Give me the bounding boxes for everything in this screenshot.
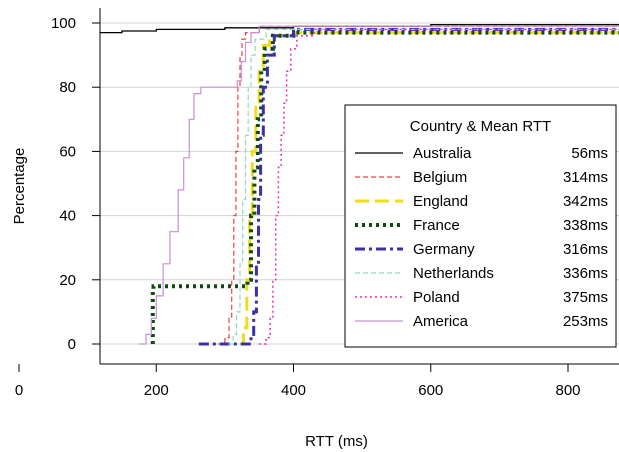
legend-title: Country & Mean RTT	[410, 118, 551, 135]
legend-series-name: Poland	[413, 289, 460, 306]
axes	[99, 8, 619, 365]
series-line-poland	[259, 28, 619, 345]
legend-entry-england: England 342ms	[355, 193, 608, 210]
legend-entry-germany: Germany 316ms	[355, 241, 608, 258]
legend-series-name: England	[413, 193, 468, 210]
legend: Country & Mean RTT Australia 56ms Belgium 3…	[344, 104, 617, 348]
y-tick-label: 0	[68, 336, 76, 353]
x-tick-label: 0	[15, 382, 23, 399]
series-line-germany	[198, 27, 619, 346]
legend-series-name: America	[413, 313, 469, 330]
legend-mean-rtt: 338ms	[563, 217, 608, 234]
x-tick-label: 400	[281, 382, 306, 399]
ticks: 0 200 400 600 800 0 20 40 60 80 100	[15, 15, 581, 399]
series-line-france	[150, 30, 619, 344]
x-axis-title: RTT (ms)	[305, 433, 368, 450]
y-tick-label: 20	[59, 272, 76, 289]
x-tick-label: 200	[144, 382, 169, 399]
legend-mean-rtt: 375ms	[563, 289, 608, 306]
legend-series-name: Australia	[413, 145, 472, 162]
legend-mean-rtt: 314ms	[563, 169, 608, 186]
legend-mean-rtt: 342ms	[563, 193, 608, 210]
legend-entry-australia: Australia 56ms	[355, 145, 608, 162]
x-tick-label: 600	[418, 382, 443, 399]
legend-series-name: Netherlands	[413, 265, 494, 282]
y-tick-label: 60	[59, 143, 76, 160]
legend-entry-france: France 338ms	[355, 217, 608, 234]
y-tick-label: 80	[59, 79, 76, 96]
y-tick-label: 100	[51, 15, 76, 32]
legend-entry-america: America 253ms	[355, 313, 608, 330]
y-axis-title: Percentage	[11, 148, 28, 225]
legend-entry-poland: Poland 375ms	[355, 289, 608, 306]
legend-mean-rtt: 336ms	[563, 265, 608, 282]
legend-entry-netherlands: Netherlands 336ms	[355, 265, 608, 282]
series-lines	[100, 23, 619, 346]
legend-series-name: Germany	[413, 241, 475, 258]
legend-entry-belgium: Belgium 314ms	[355, 169, 608, 186]
legend-mean-rtt: 253ms	[563, 313, 608, 330]
series-line-belgium	[218, 25, 619, 345]
x-tick-label: 800	[555, 382, 580, 399]
legend-mean-rtt: 56ms	[571, 145, 608, 162]
y-tick-label: 40	[59, 208, 76, 225]
legend-mean-rtt: 316ms	[563, 241, 608, 258]
series-line-netherlands	[228, 28, 619, 345]
series-line-america	[139, 25, 619, 345]
legend-series-name: France	[413, 217, 460, 234]
series-line-australia	[100, 23, 619, 34]
series-line-england	[240, 31, 619, 346]
legend-series-name: Belgium	[413, 169, 467, 186]
